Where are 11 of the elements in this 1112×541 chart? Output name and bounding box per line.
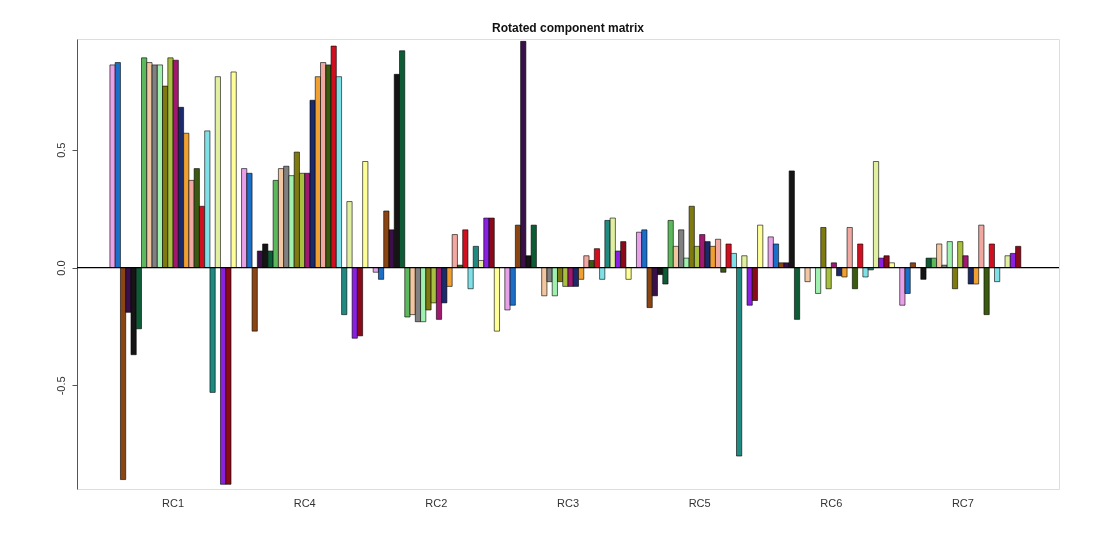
x-tick-label: RC2 [425,496,448,509]
chart-title: Rotated component matrix [491,21,645,35]
x-tick-label: RC5 [688,496,711,509]
y-tick-label: 0.5 [54,142,67,158]
y-tick-label: 0.0 [54,260,67,276]
x-tick-label: RC3 [556,496,580,509]
x-tick-label: RC6 [820,496,843,509]
x-tick-label: RC1 [162,496,185,509]
y-tick-label: -0.5 [54,376,67,396]
x-tick-label: RC4 [293,496,316,509]
x-tick-label: RC7 [951,496,974,509]
